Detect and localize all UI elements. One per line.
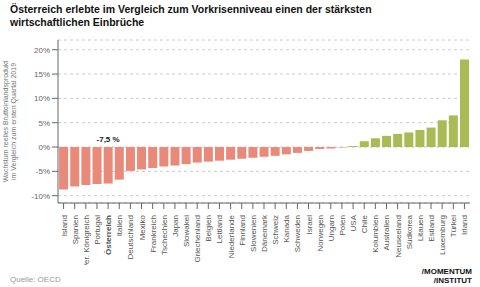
svg-text:Tschechien: Tschechien [160, 215, 169, 255]
svg-text:Polen: Polen [338, 215, 347, 235]
svg-text:Belgien: Belgien [204, 215, 213, 242]
svg-text:Dänemark: Dänemark [260, 214, 269, 252]
svg-text:Deutschland: Deutschland [126, 215, 135, 259]
svg-text:Schweiz: Schweiz [271, 215, 280, 245]
svg-text:15%: 15% [34, 70, 50, 79]
svg-text:Portugal: Portugal [93, 215, 102, 245]
svg-text:Estland: Estland [427, 215, 436, 242]
svg-text:Israel: Israel [305, 215, 314, 235]
svg-text:Finnland: Finnland [238, 215, 247, 246]
html-text:Quelle: OECD: Quelle: OECD [10, 275, 61, 284]
svg-text:-5%: -5% [36, 167, 50, 176]
svg-text:Litauen: Litauen [416, 215, 425, 241]
html-text:Österreich erlebte im Vergleic: Österreich erlebte im Vergleich zum Vork… [10, 3, 372, 28]
svg-text:Schweden: Schweden [293, 215, 302, 252]
svg-text:Ungarn: Ungarn [327, 215, 336, 241]
svg-text:Kolumbien: Kolumbien [371, 215, 380, 253]
svg-text:Südkorea: Südkorea [405, 214, 414, 249]
html-text:/MOMENTUM: /MOMENTUM [421, 267, 472, 276]
svg-text:0%: 0% [38, 143, 50, 152]
svg-text:Irland: Irland [460, 215, 469, 235]
svg-text:Mexiko: Mexiko [138, 214, 147, 240]
html-text:/INSTITUT: /INSTITUT [433, 276, 472, 285]
svg-text:Wachstum reelles Bruttoinlands: Wachstum reelles Bruttoinlandsproduktim … [8, 61, 18, 183]
svg-text:5%: 5% [38, 119, 50, 128]
svg-text:Slowenien: Slowenien [249, 215, 258, 252]
svg-text:Norwegen: Norwegen [316, 215, 325, 251]
svg-text:20%: 20% [34, 46, 50, 55]
svg-text:Slowakei: Slowakei [182, 215, 191, 247]
svg-text:Türkei: Türkei [449, 215, 458, 237]
svg-text:Chile: Chile [360, 214, 369, 233]
svg-text:Island: Island [60, 215, 69, 236]
svg-text:Österreich: Österreich [104, 215, 113, 255]
svg-text:Neuseeland: Neuseeland [394, 215, 403, 258]
svg-text:Griechenland: Griechenland [193, 215, 202, 263]
svg-text:Japan: Japan [171, 215, 180, 237]
svg-text:-10%: -10% [31, 192, 50, 201]
svg-text:Niederlande: Niederlande [227, 214, 236, 258]
svg-text:Frankreich: Frankreich [149, 215, 158, 253]
svg-text:USA: USA [349, 214, 358, 231]
svg-text:Ver. Königreich: Ver. Königreich [82, 215, 91, 265]
svg-text:Italien: Italien [115, 215, 124, 236]
svg-text:Lettland: Lettland [215, 215, 224, 243]
svg-text:Spanien: Spanien [71, 215, 80, 244]
svg-text:Australien: Australien [382, 215, 391, 251]
svg-text:-7,5 %: -7,5 % [97, 135, 120, 144]
svg-text:Luxemburg: Luxemburg [438, 215, 447, 255]
svg-text:Kanada: Kanada [282, 214, 291, 242]
svg-text:10%: 10% [34, 94, 50, 103]
